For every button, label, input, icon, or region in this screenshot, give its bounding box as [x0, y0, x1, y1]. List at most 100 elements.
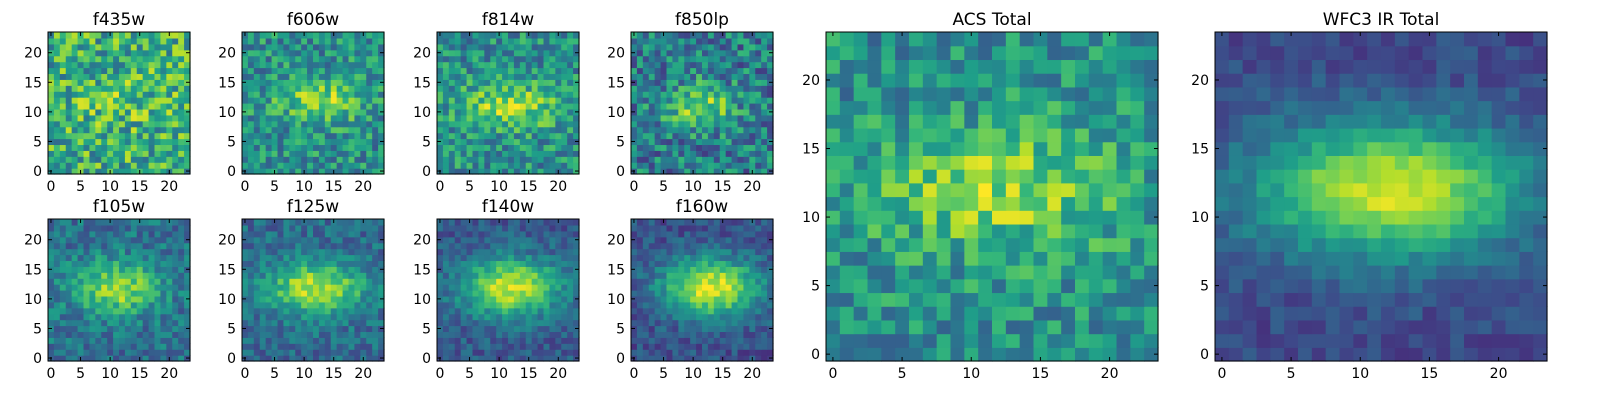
heatmap-cell	[642, 37, 650, 45]
heatmap-cell	[672, 266, 679, 273]
heatmap-cell	[508, 284, 515, 291]
heatmap-cell	[508, 260, 515, 267]
heatmap-cell	[301, 230, 308, 238]
heatmap-cell	[466, 97, 474, 104]
heatmap-cell	[313, 290, 320, 297]
heatmap-cell	[648, 331, 656, 338]
heatmap-cell	[631, 337, 638, 344]
heatmap-cell	[725, 132, 733, 140]
heatmap-cell	[178, 32, 185, 39]
heatmap-cell	[336, 260, 344, 267]
heatmap-cell	[549, 248, 556, 256]
heatmap-cell	[672, 162, 679, 169]
heatmap-cell	[478, 325, 485, 333]
heatmap-cell	[642, 132, 650, 140]
heatmap-cell	[696, 150, 703, 157]
heatmap-cell	[348, 150, 356, 157]
heatmap-cell	[549, 236, 556, 244]
heatmap-cell	[719, 120, 727, 128]
heatmap-cell	[142, 61, 150, 69]
heatmap-cell	[573, 67, 580, 75]
heatmap-cell	[690, 162, 697, 169]
heatmap-cell	[242, 103, 249, 110]
heatmap-cell	[119, 254, 126, 262]
heatmap-cell	[678, 37, 685, 45]
heatmap-cell	[283, 91, 290, 98]
heatmap-cell	[567, 108, 574, 116]
heatmap-cell	[271, 43, 279, 51]
heatmap-cell	[543, 91, 551, 98]
heatmap-cell	[277, 307, 285, 315]
heatmap-cell	[448, 266, 456, 273]
heatmap-cell	[525, 37, 533, 45]
heatmap-cell	[172, 230, 179, 238]
heatmap-cell	[660, 278, 668, 285]
heatmap-cell	[654, 337, 662, 344]
heatmap-cell	[53, 79, 61, 86]
heatmap-cell	[642, 49, 650, 57]
heatmap-cell	[525, 266, 533, 273]
heatmap-cell	[496, 254, 503, 262]
heatmap-cell	[124, 272, 132, 279]
heatmap-cell	[301, 307, 308, 315]
heatmap-cell	[537, 313, 545, 321]
heatmap-cell	[318, 138, 326, 146]
heatmap-cell	[148, 290, 156, 297]
heatmap-cell	[360, 349, 367, 356]
heatmap-cell	[366, 224, 373, 232]
heatmap-cell	[178, 156, 185, 163]
heatmap-cell	[642, 32, 650, 39]
heatmap-cell	[265, 79, 273, 86]
heatmap-cell	[372, 319, 379, 327]
heatmap-cell	[178, 126, 185, 134]
heatmap-cell	[696, 85, 703, 92]
heatmap-cell	[755, 343, 762, 350]
heatmap-cell	[95, 168, 102, 175]
heatmap-cell	[696, 272, 703, 279]
heatmap-cell	[1047, 319, 1062, 335]
heatmap-cell	[561, 43, 568, 51]
heatmap-cell	[648, 49, 656, 57]
heatmap-cell	[484, 108, 491, 116]
heatmap-cell	[496, 295, 503, 303]
heatmap-cell	[65, 138, 73, 146]
heatmap-cell	[154, 236, 162, 244]
y-tick-label: 5	[227, 321, 236, 337]
heatmap-cell	[360, 114, 367, 122]
heatmap-cell	[636, 126, 644, 134]
heatmap-cell	[666, 168, 674, 175]
heatmap-cell	[313, 150, 320, 157]
heatmap-cell	[648, 266, 656, 273]
heatmap-cell	[324, 43, 332, 51]
heatmap-cell	[743, 278, 750, 285]
heatmap-cell	[525, 272, 533, 279]
heatmap-cell	[472, 43, 480, 51]
heatmap-cell	[324, 108, 332, 116]
heatmap-cell	[478, 236, 485, 244]
heatmap-cell	[719, 301, 727, 309]
heatmap-cell	[567, 97, 574, 104]
heatmap-cell	[53, 156, 61, 163]
x-tick-label: 15	[131, 179, 149, 195]
heatmap-cell	[130, 103, 138, 110]
heatmap-cell	[549, 219, 556, 226]
heatmap-cell	[247, 97, 255, 104]
heatmap-cell	[59, 67, 67, 75]
heatmap-cell	[65, 224, 73, 232]
heatmap-cell	[53, 260, 61, 267]
heatmap-cell	[702, 236, 709, 244]
heatmap-cell	[354, 230, 361, 238]
heatmap-cell	[65, 260, 73, 267]
heatmap-cell	[672, 343, 679, 350]
heatmap-cell	[454, 150, 462, 157]
heatmap-cell	[166, 37, 173, 45]
heatmap-cell	[166, 331, 173, 338]
heatmap-cell	[513, 272, 521, 279]
heatmap-cell	[59, 301, 67, 309]
heatmap-cell	[378, 103, 385, 110]
heatmap-cell	[330, 278, 338, 285]
heatmap-cell	[696, 331, 703, 338]
heatmap-cell	[324, 319, 332, 327]
heatmap-cell	[366, 61, 373, 69]
heatmap-cell	[354, 37, 361, 45]
